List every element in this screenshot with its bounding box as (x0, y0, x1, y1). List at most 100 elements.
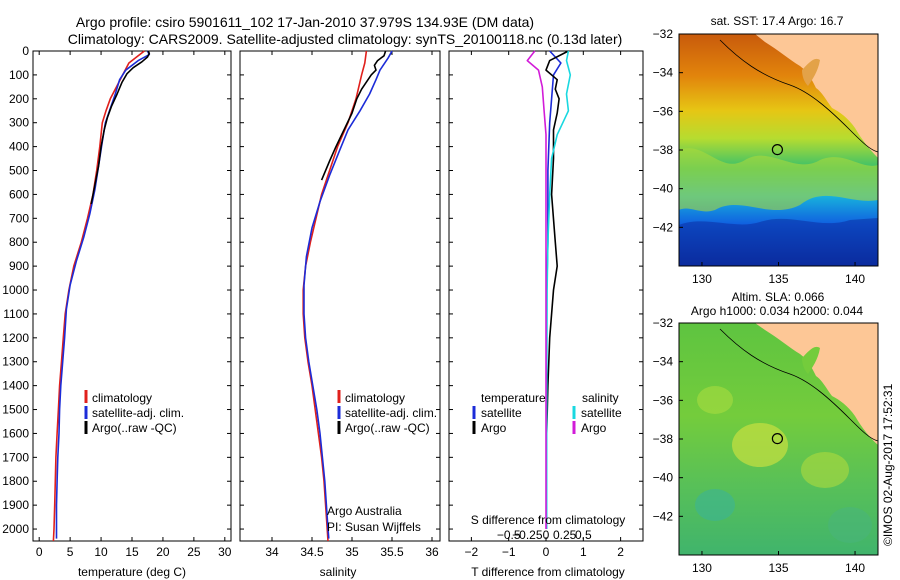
series-argo-raw-qc- (90, 50, 151, 205)
sla-gulf (802, 346, 820, 374)
depth-tick-label: 1600 (2, 426, 29, 440)
difference-xlabel: T difference from climatology (471, 565, 625, 579)
map-y-tick-label: −36 (653, 393, 674, 407)
difference-panel: −2 −1 0 1 2 S difference from climatology −0… (448, 50, 644, 579)
temperature-xlabel: temperature (deg C) (78, 565, 186, 579)
title-line-1: Argo profile: csiro 5901611_102 17-Jan-2… (76, 14, 534, 30)
salinity-legend: climatology satellite-adj. clim. Argo(..… (337, 390, 437, 435)
sla-blob (695, 489, 735, 521)
sst-warm-band (679, 148, 878, 212)
map-x-tick-label: 140 (845, 272, 865, 286)
x-tick-label: 20 (156, 545, 170, 559)
x-tick-label: 34.5 (300, 545, 324, 559)
sla-map-title: Altim. SLA: 0.066 (732, 290, 825, 304)
salinity-panel: 34 34.5 35 35.5 36 salinity climatology sate… (239, 50, 441, 579)
sst-argo-marker (771, 144, 784, 156)
map-y-tick-label: −42 (653, 509, 674, 523)
series-satellite-adj-clim- (55, 50, 151, 539)
series-salinity-satellite (545, 50, 572, 529)
x-tick-label: 5 (67, 545, 74, 559)
s-tick-label: 0 (543, 528, 550, 542)
sst-shelf-contour (719, 39, 879, 153)
title-line-2: Climatology: CARS2009. Satellite-adjuste… (68, 31, 623, 47)
temperature-axes-box (32, 50, 232, 542)
series-temperature-argo (545, 50, 569, 529)
depth-tick-label: 900 (9, 259, 29, 273)
sla-argo-marker (771, 433, 784, 445)
depth-tick-label: 1100 (3, 307, 29, 321)
annotation-argo-australia: Argo Australia (327, 504, 402, 518)
depth-tick-label: 2000 (2, 522, 29, 536)
depth-tick-label: 600 (9, 187, 29, 201)
map-y-tick-label: −34 (653, 355, 674, 369)
depth-tick-label: 1300 (2, 355, 29, 369)
depth-tick-label: 300 (9, 116, 29, 130)
map-y-tick-label: −32 (653, 27, 674, 41)
x-tick-label: 1 (580, 545, 587, 559)
map-y-tick-label: −36 (653, 104, 674, 118)
difference-legend: temperature salinity satellite Argo sate… (472, 391, 622, 435)
sla-blob (732, 423, 788, 467)
map-y-tick-label: −38 (653, 143, 674, 157)
depth-tick-label: 1900 (2, 498, 29, 512)
sla-shelf-contour (719, 328, 879, 442)
series-climatology (52, 50, 145, 542)
sla-blob (828, 507, 872, 543)
series-salinity-argo (526, 50, 547, 529)
map-y-tick-label: −38 (653, 432, 674, 446)
series-argo-raw-qc- (320, 50, 387, 181)
legend-label-t-argo: Argo (481, 421, 507, 435)
x-tick-label: 30 (218, 545, 232, 559)
x-tick-label: 34 (265, 545, 279, 559)
x-tick-label: 10 (94, 545, 108, 559)
x-tick-label: 35.5 (380, 545, 404, 559)
x-tick-label: 36 (425, 545, 439, 559)
credit: ©IMOS 02-Aug-2017 17:52:31 (881, 383, 895, 546)
s-tick-label: −0.5 (497, 528, 521, 542)
sst-land (755, 34, 878, 158)
legend-label-argo: Argo(..raw -QC) (92, 421, 177, 435)
x-tick-label: 2 (617, 545, 624, 559)
x-tick-label: 0 (36, 545, 43, 559)
map-x-tick-label: 140 (845, 561, 865, 575)
sst-gulf (802, 58, 820, 86)
legend-label-climatology: climatology (345, 391, 405, 405)
depth-tick-label: 400 (9, 140, 29, 154)
depth-tick-label: 100 (9, 68, 29, 82)
x-tick-label: 35 (345, 545, 359, 559)
temperature-legend: climatology satellite-adj. clim. Argo(..… (84, 390, 184, 435)
sst-map-title: sat. SST: 17.4 Argo: 16.7 (711, 14, 844, 28)
map-x-tick-label: 135 (768, 272, 788, 286)
s-tick-label: −0.25 (512, 528, 543, 542)
legend-label-satellite: satellite-adj. clim. (92, 406, 184, 420)
depth-tick-label: 0 (22, 44, 29, 58)
map-x-tick-label: 130 (692, 561, 712, 575)
temperature-panel: 0100200300400500600700800900100011001200… (2, 44, 232, 579)
legend-label-climatology: climatology (92, 391, 152, 405)
salinity-axes-box (239, 50, 441, 542)
sla-land (755, 323, 878, 445)
map-y-tick-label: −32 (653, 316, 674, 330)
map-y-tick-label: −42 (653, 220, 674, 234)
sla-map-subtitle: Argo h1000: 0.034 h2000: 0.044 (691, 304, 863, 318)
map-x-tick-label: 135 (768, 561, 788, 575)
depth-tick-label: 1400 (2, 379, 29, 393)
x-tick-label: 0 (543, 545, 550, 559)
legend-title-temperature: temperature (481, 391, 546, 405)
legend-label-argo: Argo(..raw -QC) (345, 421, 430, 435)
legend-label-satellite: satellite-adj. clim. (345, 406, 437, 420)
x-tick-label: −2 (465, 545, 479, 559)
series-satellite-adj-clim- (303, 50, 393, 539)
legend-label-s-argo: Argo (581, 421, 607, 435)
legend-title-salinity: salinity (582, 391, 619, 405)
x-tick-label: 25 (187, 545, 201, 559)
depth-tick-label: 200 (9, 92, 29, 106)
depth-tick-label: 800 (9, 235, 29, 249)
sla-blob (697, 386, 733, 414)
sla-blob (801, 452, 849, 488)
sst-map: sat. SST: 17.4 Argo: 16.7 130 135 140 −32 −3… (653, 14, 879, 286)
map-y-tick-label: −40 (653, 471, 674, 485)
legend-label-s-satellite: satellite (581, 406, 622, 420)
depth-tick-label: 1000 (2, 283, 29, 297)
